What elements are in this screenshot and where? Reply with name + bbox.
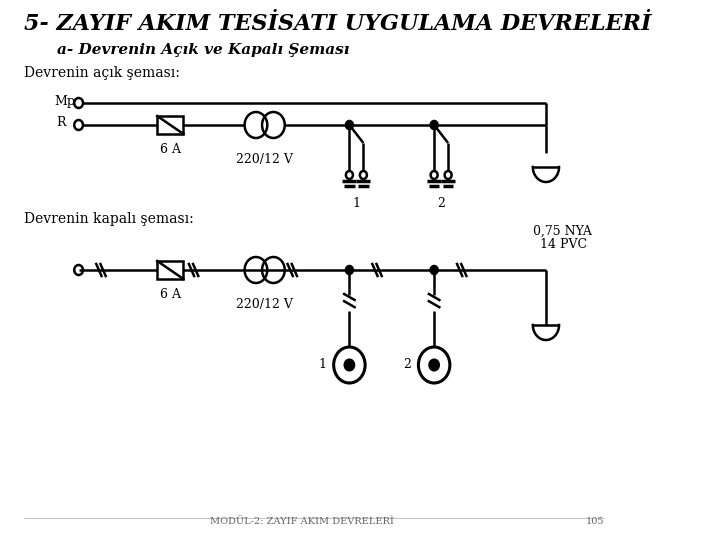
Text: Devrenin kapalı şeması:: Devrenin kapalı şeması: (24, 212, 194, 226)
Text: 1: 1 (319, 359, 327, 372)
Circle shape (430, 360, 438, 370)
Bar (157, 261, 184, 279)
Text: Devrenin açık şeması:: Devrenin açık şeması: (24, 66, 180, 80)
Circle shape (346, 121, 353, 129)
Text: 220/12 V: 220/12 V (236, 298, 293, 311)
Circle shape (431, 266, 438, 274)
Text: 14 PVC: 14 PVC (540, 238, 587, 251)
Bar (157, 116, 184, 134)
Circle shape (346, 266, 353, 274)
Text: MODÜL-2: ZAYIF AKIM DEVRELERİ: MODÜL-2: ZAYIF AKIM DEVRELERİ (210, 517, 394, 526)
Text: 105: 105 (586, 517, 605, 526)
Text: 220/12 V: 220/12 V (236, 153, 293, 166)
Text: 2: 2 (403, 359, 411, 372)
Text: a- Devrenin Açık ve Kapalı Şeması: a- Devrenin Açık ve Kapalı Şeması (57, 43, 349, 57)
Text: 2: 2 (437, 197, 445, 210)
Text: R: R (56, 117, 66, 130)
Text: 5- ZAYIF AKIM TESİSATI UYGULAMA DEVRELERİ: 5- ZAYIF AKIM TESİSATI UYGULAMA DEVRELER… (24, 13, 652, 35)
Text: 1: 1 (352, 197, 361, 210)
Text: 6 A: 6 A (160, 288, 181, 301)
Circle shape (431, 121, 438, 129)
Text: 0,75 NYA: 0,75 NYA (533, 225, 592, 238)
Circle shape (345, 360, 354, 370)
Text: Mp: Mp (54, 94, 75, 107)
Text: 6 A: 6 A (160, 143, 181, 156)
